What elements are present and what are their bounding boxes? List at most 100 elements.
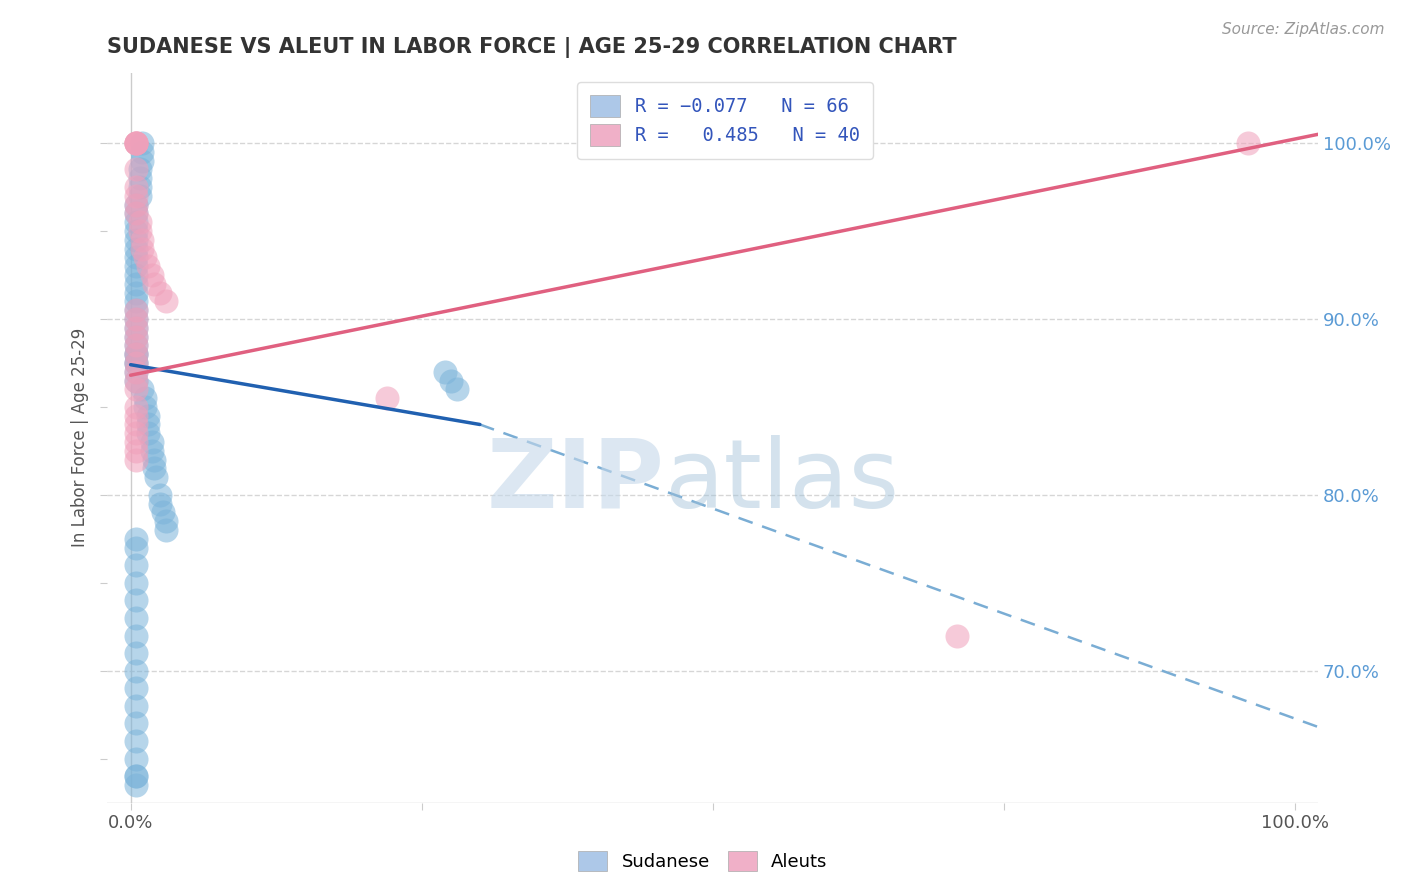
Point bbox=[375, 391, 398, 405]
Point bbox=[131, 136, 153, 150]
Point bbox=[131, 153, 153, 168]
Point bbox=[125, 189, 148, 203]
Point bbox=[141, 443, 163, 458]
Point bbox=[125, 778, 148, 792]
Point bbox=[131, 382, 153, 396]
Point bbox=[125, 329, 148, 343]
Point bbox=[125, 312, 148, 326]
Point bbox=[131, 233, 153, 247]
Point bbox=[125, 452, 148, 467]
Point bbox=[141, 435, 163, 450]
Legend: R = −0.077   N = 66, R =   0.485   N = 40: R = −0.077 N = 66, R = 0.485 N = 40 bbox=[576, 82, 873, 159]
Point bbox=[125, 180, 148, 194]
Point bbox=[131, 145, 153, 159]
Point bbox=[125, 541, 148, 555]
Point bbox=[125, 312, 148, 326]
Point bbox=[125, 365, 148, 379]
Point bbox=[125, 751, 148, 765]
Point bbox=[128, 162, 150, 177]
Point bbox=[125, 646, 148, 660]
Point bbox=[125, 769, 148, 783]
Text: ZIP: ZIP bbox=[486, 435, 664, 528]
Point bbox=[128, 224, 150, 238]
Point bbox=[125, 338, 148, 352]
Point bbox=[125, 611, 148, 625]
Point bbox=[125, 426, 148, 441]
Text: atlas: atlas bbox=[664, 435, 900, 528]
Point bbox=[149, 497, 172, 511]
Point bbox=[125, 532, 148, 546]
Point bbox=[125, 197, 148, 211]
Point bbox=[128, 171, 150, 186]
Point bbox=[142, 461, 165, 475]
Point bbox=[128, 189, 150, 203]
Point bbox=[125, 320, 148, 334]
Point bbox=[946, 628, 969, 642]
Point bbox=[446, 382, 468, 396]
Y-axis label: In Labor Force | Age 25-29: In Labor Force | Age 25-29 bbox=[72, 328, 89, 548]
Point bbox=[125, 136, 148, 150]
Point bbox=[125, 329, 148, 343]
Point bbox=[125, 338, 148, 352]
Point bbox=[125, 268, 148, 282]
Point bbox=[125, 435, 148, 450]
Point bbox=[155, 514, 177, 528]
Point bbox=[145, 470, 167, 484]
Point bbox=[125, 575, 148, 590]
Point bbox=[125, 400, 148, 414]
Point bbox=[125, 558, 148, 573]
Point bbox=[125, 347, 148, 361]
Point bbox=[125, 734, 148, 748]
Point bbox=[440, 374, 463, 388]
Point bbox=[125, 136, 148, 150]
Point bbox=[125, 197, 148, 211]
Point bbox=[125, 374, 148, 388]
Point bbox=[149, 488, 172, 502]
Point bbox=[125, 320, 148, 334]
Point bbox=[125, 347, 148, 361]
Point bbox=[131, 242, 153, 256]
Point bbox=[125, 215, 148, 229]
Point bbox=[125, 356, 148, 370]
Point bbox=[125, 374, 148, 388]
Point bbox=[134, 251, 156, 265]
Point bbox=[125, 251, 148, 265]
Point bbox=[125, 233, 148, 247]
Point bbox=[125, 294, 148, 309]
Point bbox=[125, 206, 148, 220]
Point bbox=[125, 417, 148, 432]
Point bbox=[125, 224, 148, 238]
Point bbox=[125, 593, 148, 607]
Point bbox=[141, 268, 163, 282]
Point bbox=[125, 277, 148, 291]
Point bbox=[125, 136, 148, 150]
Legend: Sudanese, Aleuts: Sudanese, Aleuts bbox=[571, 844, 835, 879]
Point bbox=[125, 162, 148, 177]
Point bbox=[1237, 136, 1260, 150]
Point bbox=[125, 716, 148, 731]
Point bbox=[136, 259, 159, 273]
Point bbox=[125, 356, 148, 370]
Point bbox=[125, 382, 148, 396]
Point bbox=[125, 303, 148, 318]
Point bbox=[152, 505, 174, 519]
Point bbox=[155, 294, 177, 309]
Point bbox=[134, 391, 156, 405]
Point bbox=[125, 664, 148, 678]
Point bbox=[433, 365, 456, 379]
Point bbox=[155, 523, 177, 537]
Point bbox=[125, 681, 148, 696]
Text: Source: ZipAtlas.com: Source: ZipAtlas.com bbox=[1222, 22, 1385, 37]
Point bbox=[125, 409, 148, 423]
Point bbox=[125, 259, 148, 273]
Point bbox=[136, 426, 159, 441]
Point bbox=[125, 356, 148, 370]
Point bbox=[142, 452, 165, 467]
Point bbox=[125, 443, 148, 458]
Point bbox=[128, 180, 150, 194]
Point bbox=[125, 136, 148, 150]
Point bbox=[125, 242, 148, 256]
Point bbox=[149, 285, 172, 300]
Point bbox=[125, 769, 148, 783]
Point bbox=[125, 285, 148, 300]
